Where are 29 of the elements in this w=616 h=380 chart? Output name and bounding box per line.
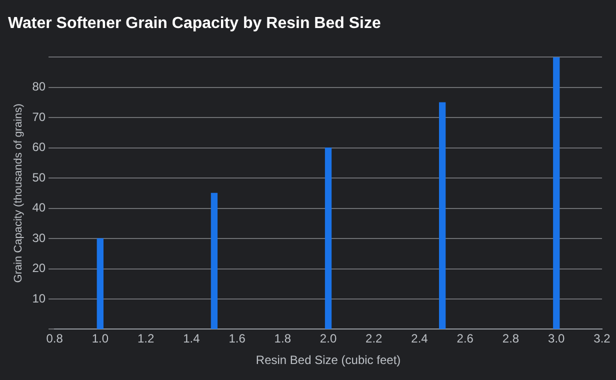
x-tick-label: 2.6 [456, 332, 474, 346]
x-tick-label: 2.0 [320, 332, 337, 346]
x-tick-label: 3.2 [594, 332, 611, 346]
y-axis-title: Grain Capacity (thousands of grains) [12, 104, 25, 283]
chart-title: Water Softener Grain Capacity by Resin Bed Size [8, 15, 381, 32]
x-tick-label: 1.0 [92, 332, 109, 346]
x-tick-label: 1.6 [228, 332, 246, 346]
y-tick-label: 60 [32, 140, 46, 154]
x-tick-label: 0.8 [46, 332, 64, 346]
x-tick-label: 2.8 [502, 332, 520, 346]
x-tick-label: 1.2 [137, 332, 154, 346]
x-axis-title: Resin Bed Size (cubic feet) [256, 353, 401, 368]
y-tick-label: 50 [32, 170, 46, 184]
x-tick-label: 2.4 [411, 332, 428, 346]
x-tick-label: 1.8 [274, 332, 292, 346]
x-tick-label: 3.0 [548, 332, 566, 346]
bar [210, 192, 218, 330]
y-tick-label: 30 [32, 230, 46, 245]
bar [324, 148, 332, 330]
y-tick-label: 20 [32, 261, 46, 276]
bar [438, 102, 446, 330]
bar [553, 57, 560, 330]
x-tick-label: 2.2 [366, 332, 383, 346]
x-tick-label: 1.4 [183, 332, 200, 346]
bar [96, 238, 104, 330]
y-tick-label: 10 [32, 291, 46, 306]
y-tick-label: 80 [32, 80, 46, 94]
y-tick-label: 40 [32, 200, 46, 215]
y-tick-label: 70 [32, 110, 46, 124]
